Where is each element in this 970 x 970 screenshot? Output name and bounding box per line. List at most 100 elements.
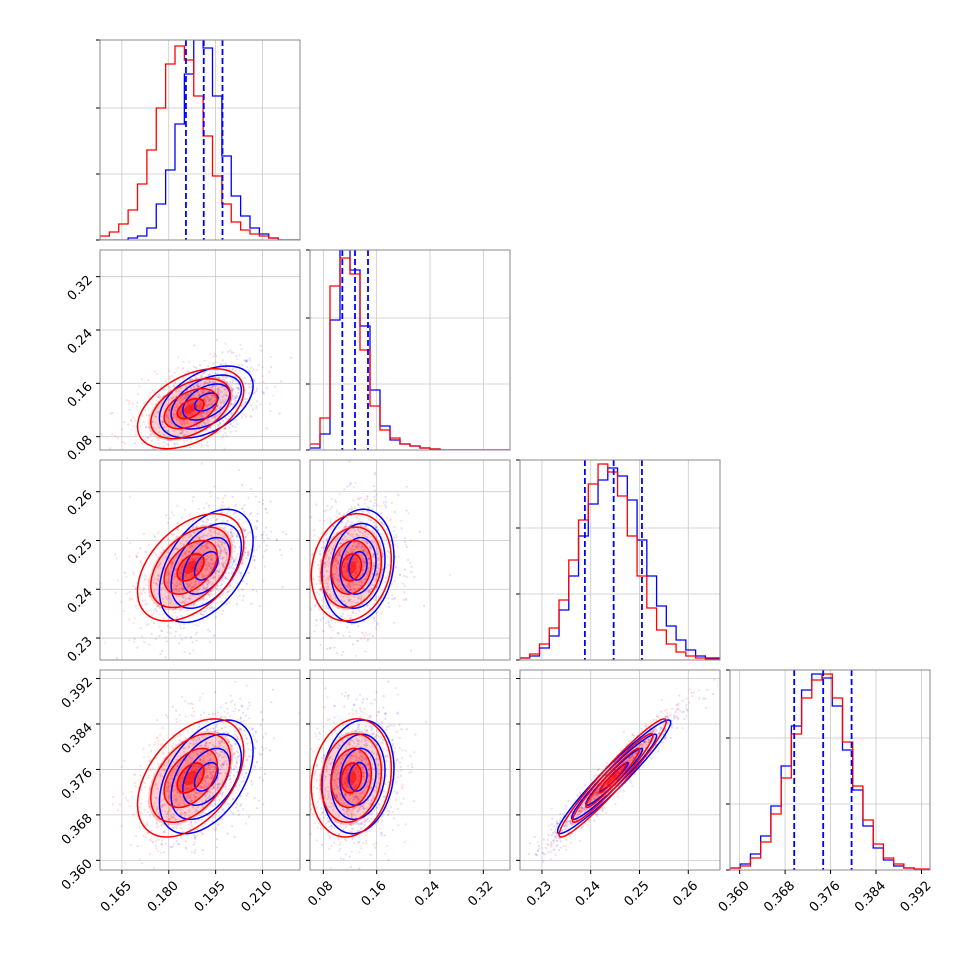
sample-point [145,551,148,554]
sample-point [237,388,240,391]
sample-point [240,780,243,784]
sample-point [218,507,221,510]
sample-point [280,553,283,557]
sample-point [226,832,229,835]
sample-point [221,808,224,811]
sample-point [238,784,241,787]
contour-b [330,539,373,595]
sample-point [200,546,203,549]
sample-point [221,543,224,546]
sample-point [260,746,264,749]
sample-point [362,557,365,561]
sample-point [225,394,228,397]
sample-point [207,582,210,585]
sample-point [352,536,355,539]
sample-point [176,581,179,584]
sample-point [195,366,198,370]
sample-point [384,581,387,584]
sample-point [184,846,187,849]
sample-point [323,546,326,549]
sample-point [171,561,174,564]
sample-point [245,359,248,362]
sample-point [174,587,177,590]
sample-point [235,555,238,558]
sample-point [202,421,205,424]
sample-point [204,401,207,404]
sample-point [358,563,361,566]
sample-point [272,688,275,691]
sample-point [218,741,221,744]
sample-point [242,776,245,779]
sample-point [324,562,327,565]
sample-point [327,607,330,610]
sample-point [190,799,193,802]
sample-point [209,777,213,780]
sample-point [190,557,193,560]
sample-point [362,548,365,551]
sample-point [222,419,225,422]
sample-point [190,378,194,381]
sample-point [178,732,181,736]
sample-point [205,443,208,446]
sample-point [203,396,206,399]
sample-point [218,798,221,801]
sample-point [179,719,182,722]
sample-point [181,429,184,432]
sample-point [187,521,190,524]
sample-point [350,581,353,584]
sample-point [269,402,272,405]
sample-point [180,783,183,786]
sample-point [241,364,244,367]
sample-point [172,760,175,764]
sample-point [158,431,161,434]
sample-point [156,407,159,410]
sample-point [363,578,367,581]
sample-point [193,836,197,839]
sample-point [174,425,177,428]
sample-point [231,425,234,428]
sample-point [206,547,209,550]
sample-point [368,557,371,560]
hist-step-b [520,463,720,660]
sample-point [167,538,170,542]
sample-point [198,399,201,402]
sample-point [173,547,176,550]
sample-point [152,420,155,423]
sample-point [178,420,181,423]
sample-point [184,599,187,602]
sample-point [180,811,183,814]
sample-point [180,594,183,597]
sample-point [168,784,171,787]
sample-point [124,571,127,574]
sample-point [205,541,208,545]
sample-point [324,565,327,568]
sample-point [369,500,372,503]
sample-point [361,568,364,572]
contour-b [136,367,245,450]
hist-panel-0 [100,40,300,240]
sample-point [333,576,336,579]
sample-point [170,565,174,568]
sample-point [252,588,255,592]
sample-point [194,767,198,771]
sample-point [362,559,365,562]
sample-point [344,563,347,566]
sample-point [224,548,227,551]
sample-point [361,568,364,571]
sample-point [335,559,338,563]
sample-point [372,565,375,568]
sample-point [156,605,159,608]
sample-point [213,394,216,397]
sample-point [345,557,348,560]
sample-point [210,787,213,790]
sample-point [147,643,151,646]
sample-point [321,599,324,602]
sample-point [362,549,365,553]
sample-point [360,597,363,601]
sample-point [346,585,349,588]
sample-point [218,810,221,814]
sample-point [232,774,235,778]
sample-point [217,711,220,714]
sample-point [341,579,345,582]
sample-point [192,396,195,399]
